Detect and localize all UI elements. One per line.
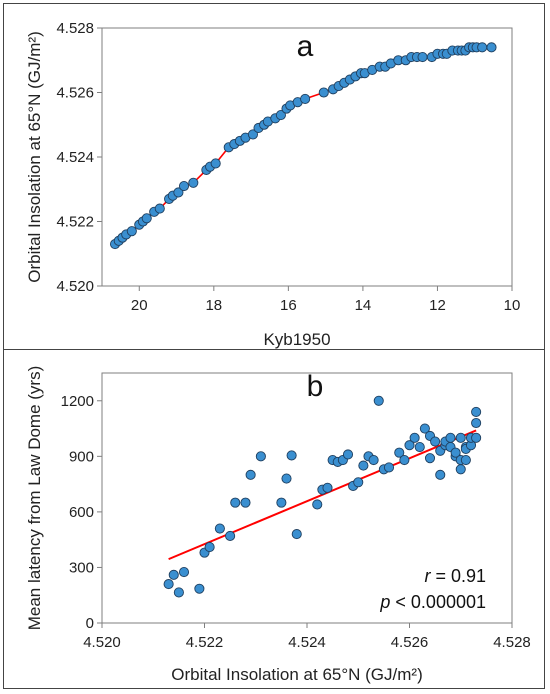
data-point	[471, 432, 482, 443]
data-point	[471, 406, 482, 417]
data-point	[419, 423, 430, 434]
data-point	[450, 447, 461, 458]
y-tick-label: 4.524	[56, 149, 94, 166]
data-point	[255, 451, 266, 462]
data-point	[275, 110, 286, 121]
data-point	[471, 417, 482, 429]
data-point	[230, 497, 241, 508]
data-point	[173, 587, 184, 598]
stat-value: < 0.000001	[390, 592, 486, 612]
data-point	[318, 87, 329, 98]
y-tick-label: 4.522	[56, 214, 94, 231]
x-tick-label: 14	[355, 297, 372, 314]
data-point	[394, 447, 405, 458]
x-tick-label: 12	[429, 297, 446, 314]
plot-area	[101, 27, 513, 287]
data-point	[291, 529, 302, 540]
data-point	[245, 469, 256, 480]
panel-label: b	[307, 370, 324, 403]
data-point	[168, 569, 179, 580]
data-point	[286, 450, 297, 461]
stat-annotation: r = 0.91	[424, 566, 486, 586]
data-point	[477, 42, 488, 53]
x-tick-label: 10	[504, 297, 521, 314]
y-axis-label: Mean latency from Law Dome (yrs)	[25, 366, 44, 631]
data-point	[240, 497, 251, 508]
data-point	[247, 129, 259, 140]
x-tick-label: 4.524	[288, 634, 326, 651]
data-point	[430, 436, 441, 447]
x-axis-label: Kyb1950	[263, 330, 330, 349]
data-point	[455, 432, 466, 443]
data-point	[154, 203, 165, 214]
regression-line	[168, 429, 477, 561]
x-tick-label: 20	[131, 297, 148, 314]
data-point	[312, 499, 323, 510]
y-tick-label: 600	[69, 504, 94, 521]
y-tick-label: 4.526	[56, 85, 94, 102]
data-point	[353, 477, 364, 488]
stat-variable: r	[424, 566, 431, 586]
stat-value: = 0.91	[430, 566, 486, 586]
x-tick-label: 16	[280, 297, 297, 314]
data-point	[225, 530, 236, 542]
x-tick-label: 18	[205, 297, 222, 314]
data-point	[435, 469, 446, 480]
x-axis-label: Orbital Insolation at 65°N (GJ/m²)	[171, 665, 423, 684]
x-tick-label: 4.522	[186, 634, 224, 651]
data-point	[204, 542, 215, 553]
y-tick-label: 4.528	[56, 20, 94, 37]
data-point	[188, 177, 199, 188]
data-point	[486, 42, 497, 53]
data-point	[281, 473, 292, 484]
data-point	[424, 453, 436, 464]
data-point	[455, 464, 466, 475]
data-point	[178, 180, 190, 192]
data-point	[322, 482, 333, 493]
data-point	[417, 51, 428, 63]
data-point	[383, 462, 395, 473]
data-point	[141, 213, 152, 224]
x-tick-label: 4.520	[83, 634, 121, 651]
data-point	[460, 454, 471, 466]
data-point	[126, 226, 137, 237]
data-point	[404, 440, 415, 451]
stat-variable: p	[379, 592, 390, 612]
data-point	[342, 449, 354, 460]
data-point	[300, 93, 311, 104]
y-tick-label: 300	[69, 559, 94, 576]
data-point	[445, 432, 456, 443]
y-tick-label: 900	[69, 448, 94, 465]
panel-b: 0 300 600 900 1200 4.520 4.522 4.524 4.526 4.528 O…	[25, 366, 531, 684]
data-point	[399, 454, 410, 466]
x-tick-label: 4.526	[391, 634, 429, 651]
data-point	[163, 579, 174, 590]
data-point	[178, 567, 190, 578]
data-point	[276, 497, 287, 508]
y-tick-label: 0	[86, 615, 94, 632]
panel-divider	[3, 349, 545, 350]
data-point	[173, 187, 184, 198]
y-tick-label: 1200	[61, 393, 94, 410]
y-axis-label: Orbital Insolation at 65°N (GJ/m²)	[25, 31, 44, 283]
data-point	[409, 432, 420, 443]
data-point	[194, 583, 205, 594]
data-point	[214, 523, 225, 534]
y-tick-label: 4.520	[56, 278, 94, 295]
stat-annotation: p < 0.000001	[379, 592, 486, 612]
data-point	[358, 460, 369, 471]
data-point	[373, 395, 384, 406]
fit-curve	[114, 46, 492, 245]
x-tick-label: 4.528	[493, 634, 531, 651]
panel-label: a	[297, 30, 314, 63]
data-point	[210, 158, 221, 169]
data-point	[368, 454, 379, 466]
panel-a: 4.520 4.522 4.524 4.526 4.528 20 18 16 14 12 10 Kyb…	[25, 20, 520, 349]
data-point	[414, 442, 425, 453]
